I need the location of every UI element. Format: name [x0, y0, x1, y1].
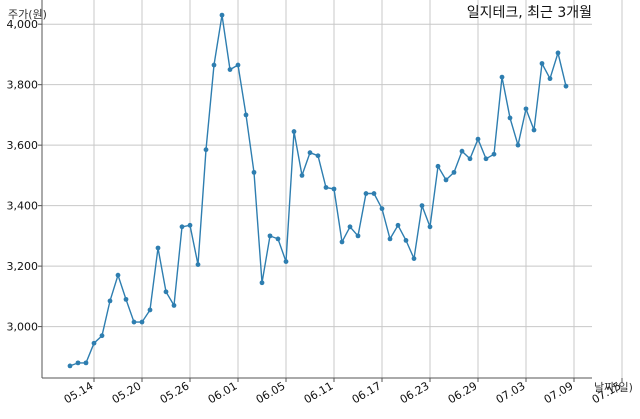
price-point	[451, 169, 457, 175]
x-tick-label: 06.17	[350, 379, 384, 406]
price-point	[107, 298, 113, 304]
price-point	[507, 115, 513, 121]
price-point	[459, 148, 465, 154]
price-point	[523, 106, 529, 112]
price-point	[419, 203, 425, 209]
price-point	[307, 150, 313, 156]
price-point	[323, 185, 329, 190]
price-point	[155, 245, 161, 251]
y-tick-label: 3,200	[7, 260, 39, 273]
price-point	[467, 156, 473, 162]
x-tick-label: 05.14	[62, 379, 96, 406]
price-point	[187, 222, 193, 228]
x-tick-label: 06.05	[254, 379, 288, 406]
price-point	[331, 186, 337, 192]
x-tick-label: 06.29	[446, 379, 480, 406]
price-point	[387, 236, 393, 242]
price-point	[203, 147, 209, 153]
price-point	[363, 191, 369, 196]
price-point	[531, 127, 537, 133]
x-tick-label: 07.09	[542, 379, 576, 406]
price-point	[299, 172, 305, 178]
price-point	[259, 280, 265, 286]
price-point	[179, 224, 185, 230]
price-point	[491, 151, 497, 157]
price-point	[99, 333, 105, 339]
price-point	[347, 224, 353, 230]
y-axis-label: 주가(원)	[8, 8, 47, 21]
price-point	[147, 307, 153, 313]
y-tick-label: 4,000	[7, 18, 39, 31]
x-tick-label: 05.26	[158, 379, 192, 406]
x-tick-label: 07.03	[494, 379, 528, 406]
price-point	[371, 191, 377, 196]
price-point	[339, 239, 345, 245]
price-point	[75, 360, 81, 366]
price-point	[435, 163, 441, 169]
price-point	[475, 136, 481, 142]
x-tick-label: 05.20	[110, 379, 144, 406]
price-point	[355, 233, 361, 239]
price-point	[563, 83, 569, 89]
price-point	[267, 233, 273, 239]
price-point	[427, 224, 433, 230]
price-point	[227, 67, 233, 72]
grid-layer	[42, 0, 623, 378]
x-tick-label: 06.11	[302, 379, 336, 406]
y-tick-label: 3,400	[7, 200, 39, 213]
price-point	[515, 142, 521, 148]
price-point	[115, 272, 121, 278]
price-point	[395, 222, 401, 228]
y-tick-label: 3,000	[7, 321, 39, 334]
price-point	[171, 303, 177, 308]
price-point	[123, 296, 129, 302]
x-tick-label: 06.01	[206, 379, 240, 406]
price-point	[547, 76, 553, 82]
price-point	[211, 62, 217, 68]
axis-layer: 3,000 3,200 3,400 3,600 3,800 4,000 05.14 05.20…	[7, 0, 640, 406]
price-point	[443, 177, 449, 183]
price-point	[251, 169, 257, 175]
price-point	[291, 129, 297, 134]
price-point	[139, 319, 145, 325]
price-line	[69, 14, 567, 367]
price-point	[275, 236, 281, 242]
price-point	[555, 50, 561, 56]
price-point	[243, 112, 249, 118]
price-point	[91, 340, 97, 346]
price-point	[499, 74, 505, 80]
price-point	[411, 256, 417, 261]
price-point	[539, 61, 545, 66]
series-layer	[67, 12, 569, 369]
price-point	[131, 319, 137, 325]
price-point	[379, 206, 385, 212]
price-point	[219, 12, 225, 18]
x-axis-label: 날짜(일)	[594, 380, 633, 394]
price-point	[403, 238, 409, 243]
price-point	[283, 259, 289, 264]
price-point	[195, 262, 201, 267]
price-point	[163, 289, 169, 295]
chart-title: 일지테크, 최근 3개월	[467, 5, 592, 21]
price-point	[83, 360, 89, 366]
y-tick-label: 3,800	[7, 79, 39, 92]
price-point	[315, 153, 321, 159]
x-tick-label: 06.23	[398, 379, 432, 406]
price-point	[235, 62, 241, 68]
y-tick-label: 3,600	[7, 139, 39, 152]
price-point	[483, 156, 489, 162]
price-point	[67, 363, 73, 369]
